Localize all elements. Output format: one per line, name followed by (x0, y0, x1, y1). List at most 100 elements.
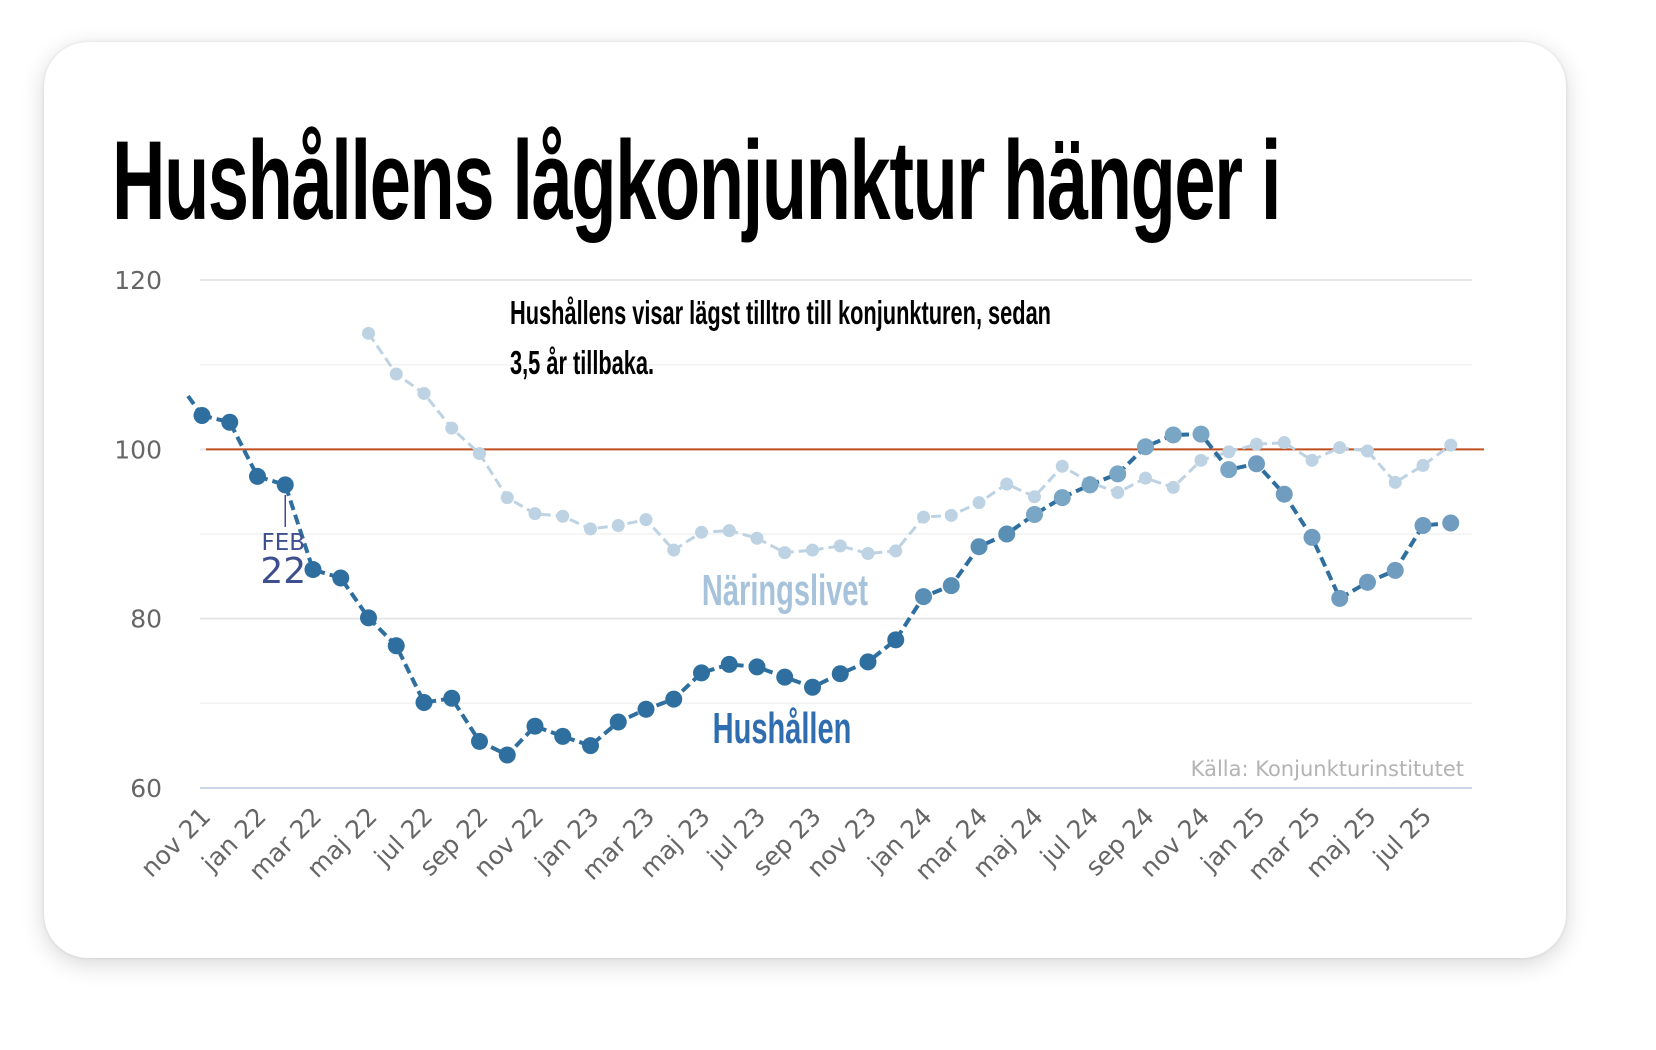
data-point (584, 522, 597, 536)
data-point (1137, 438, 1154, 456)
callout-year-label: 22 (260, 551, 306, 592)
series-hushallen (186, 394, 1460, 764)
chart-title: Hushållens lågkonjunktur hänger i (112, 118, 1281, 243)
data-point (443, 689, 461, 707)
annotation-text: Hushållens visar lägst tilltro till konj… (510, 294, 1051, 381)
data-point (1416, 458, 1430, 472)
data-point (970, 538, 988, 556)
data-point (1194, 453, 1208, 467)
data-point (695, 525, 708, 539)
data-point (415, 693, 433, 711)
data-point (1386, 561, 1404, 579)
y-tick-label: 100 (114, 435, 162, 464)
x-tick-label: jul 25 (1367, 802, 1437, 872)
data-point (831, 665, 849, 683)
data-point (1361, 444, 1374, 458)
data-point (554, 727, 572, 745)
data-point (665, 690, 683, 708)
data-point (639, 513, 653, 527)
data-point (998, 525, 1016, 543)
data-point (1414, 517, 1432, 535)
data-point (1277, 436, 1291, 450)
data-point (193, 406, 211, 424)
data-point (304, 561, 322, 579)
data-point (526, 717, 544, 735)
data-point (750, 531, 764, 545)
data-point (748, 658, 766, 676)
data-point (445, 421, 459, 435)
data-point (1220, 461, 1238, 479)
data-point (693, 664, 710, 682)
data-point (804, 678, 821, 696)
data-point (917, 510, 930, 524)
data-point (1000, 477, 1014, 491)
data-point (473, 447, 486, 461)
y-axis-ticks: 60 80 100 120 (114, 266, 162, 803)
data-point (776, 668, 794, 686)
data-point (417, 386, 431, 400)
data-point (221, 413, 239, 431)
annotation-box: Hushållens visar lägst tilltro till konj… (510, 294, 1051, 381)
x-tick-label: nov 21 (135, 802, 216, 883)
data-point (1333, 441, 1347, 455)
data-point (1081, 476, 1099, 494)
data-point (720, 655, 738, 673)
data-point (1305, 453, 1319, 467)
data-point (360, 609, 377, 627)
data-point (1026, 506, 1043, 524)
data-point (1303, 528, 1321, 546)
data-point (1139, 471, 1152, 485)
data-point (1028, 490, 1041, 504)
series-layer (186, 326, 1460, 764)
source-note: Källa: Konjunkturinstitutet (1191, 757, 1464, 781)
data-point (556, 509, 570, 523)
y-tick-label: 120 (114, 266, 162, 295)
data-point (362, 326, 375, 340)
series-label-hushallen: Hushållen (713, 703, 852, 753)
data-point (722, 524, 736, 538)
series-line (367, 332, 1452, 555)
data-point (861, 546, 875, 560)
data-point (582, 737, 599, 755)
data-point (1111, 486, 1125, 500)
data-point (611, 519, 625, 533)
data-point (889, 544, 903, 558)
data-point (833, 539, 847, 553)
data-point (609, 713, 627, 731)
data-point (972, 496, 986, 510)
data-point (778, 546, 792, 560)
data-point (389, 367, 403, 381)
data-point (1250, 437, 1263, 451)
data-point (1444, 438, 1458, 452)
data-point (1109, 465, 1127, 483)
data-point (942, 577, 960, 595)
data-point (1388, 475, 1402, 489)
data-point (1222, 445, 1236, 459)
data-point (471, 732, 488, 750)
data-point (1248, 455, 1265, 473)
data-point (276, 476, 294, 494)
data-point (637, 700, 655, 718)
data-point (1055, 459, 1069, 473)
data-point (806, 543, 819, 557)
data-point (667, 543, 681, 557)
callout-month-label: FEB (261, 530, 305, 556)
data-point (1275, 485, 1293, 503)
data-point (500, 491, 514, 505)
data-point (528, 507, 542, 521)
series-line (201, 413, 1451, 757)
feb-22-callout: FEB 22 (260, 494, 306, 592)
data-point (1164, 426, 1182, 444)
data-point (498, 746, 516, 764)
chart-card (44, 42, 1566, 958)
data-point (1192, 425, 1210, 443)
data-point (944, 508, 958, 522)
data-point (915, 588, 932, 606)
data-point (1053, 489, 1071, 507)
data-point (1359, 573, 1376, 591)
y-tick-label: 80 (130, 605, 162, 634)
series-label-naringslivet: Näringslivet (702, 565, 868, 615)
data-point (887, 631, 905, 649)
